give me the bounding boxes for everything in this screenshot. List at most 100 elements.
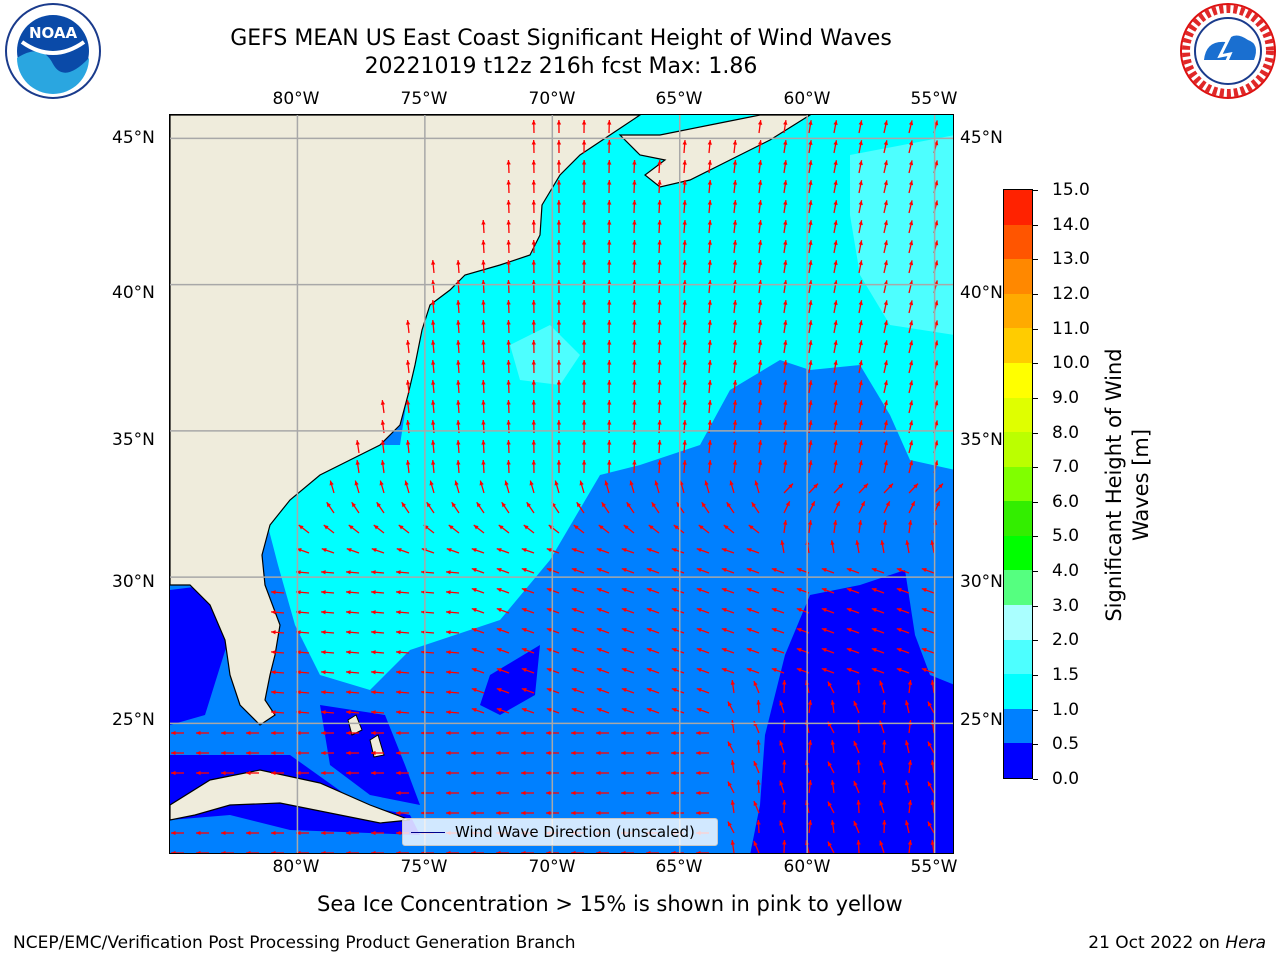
wind-wave-arrowhead	[521, 628, 527, 633]
wind-wave-arrowhead	[646, 790, 651, 796]
wind-wave-arrowhead	[698, 525, 704, 530]
wind-wave-arrowhead	[882, 700, 887, 705]
wind-wave-arrowhead	[732, 220, 738, 225]
wind-wave-arrowhead	[927, 821, 932, 827]
wind-wave-arrowhead	[496, 608, 502, 613]
wind-wave-arrowhead	[531, 280, 536, 285]
wind-wave-arrowhead	[504, 480, 509, 486]
wind-wave-arrowhead	[657, 420, 662, 425]
colorbar-title-line2: Waves [m]	[1129, 428, 1153, 542]
wind-wave-arrowhead	[506, 280, 511, 285]
wind-wave-arrowhead	[696, 770, 701, 776]
wind-wave-arrowhead	[782, 680, 787, 685]
colorbar-tick	[1033, 432, 1038, 434]
wind-wave-arrowhead	[858, 380, 863, 386]
wind-wave-arrowhead	[796, 608, 802, 613]
wind-wave-arrowhead	[607, 140, 612, 145]
wind-wave-arrowhead	[880, 540, 885, 546]
wind-wave-arrowhead	[707, 160, 712, 165]
wind-wave-arrowhead	[471, 730, 476, 736]
wind-wave-arrowhead	[456, 280, 461, 285]
colorbar-tick	[1033, 605, 1038, 607]
colorbar-tick	[1033, 571, 1038, 573]
wind-wave-arrowhead	[346, 548, 352, 553]
wind-wave-arrowhead	[471, 548, 477, 553]
wind-wave-arrowhead	[506, 300, 511, 305]
wind-wave-arrowhead	[596, 648, 602, 653]
wind-wave-arrowhead	[601, 502, 607, 508]
wind-wave-arrowhead	[405, 460, 411, 465]
wind-wave-arrowhead	[531, 260, 536, 265]
wind-wave-arrowhead	[473, 525, 479, 530]
wind-wave-arrowhead	[556, 260, 562, 265]
colorbar-tick-label: 5.0	[1052, 526, 1080, 547]
wind-wave-arrowhead	[757, 460, 763, 465]
colorbar-tick-label: 8.0	[1052, 422, 1080, 443]
wind-wave-arrowhead	[908, 440, 914, 446]
wind-wave-arrowhead	[732, 200, 738, 205]
wind-wave-arrowhead	[321, 570, 326, 575]
wind-wave-arrowhead	[732, 400, 738, 405]
wind-wave-arrowhead	[657, 340, 662, 345]
wind-wave-arrowhead	[521, 608, 527, 613]
colorbar-segment	[1004, 569, 1032, 606]
wind-wave-arrowhead	[858, 120, 863, 126]
wind-wave-arrowhead	[321, 690, 326, 695]
wind-wave-arrowhead	[271, 830, 276, 836]
wind-wave-arrowhead	[827, 761, 832, 767]
wind-wave-arrowhead	[632, 300, 637, 305]
wind-wave-arrowhead	[380, 400, 386, 405]
wind-wave-arrowhead	[753, 681, 758, 687]
wind-wave-arrowhead	[796, 588, 802, 593]
wind-wave-arrowhead	[927, 741, 932, 747]
wind-wave-arrowhead	[396, 590, 401, 595]
wind-wave-arrowhead	[506, 320, 511, 325]
wind-wave-arrowhead	[196, 750, 201, 756]
wind-wave-arrowhead	[696, 608, 702, 613]
wind-wave-arrowhead	[607, 300, 612, 305]
nws-logo	[1178, 2, 1278, 100]
wind-wave-arrowhead	[871, 628, 877, 633]
wind-wave-arrowhead	[858, 440, 863, 446]
wind-wave-arrowhead	[882, 780, 887, 785]
wind-wave-arrowhead	[707, 420, 712, 425]
wind-wave-arrowhead	[471, 750, 476, 756]
wind-wave-arrowhead	[657, 240, 662, 245]
wind-wave-arrowhead	[571, 588, 577, 593]
wind-wave-arrowhead	[808, 260, 813, 265]
wind-wave-arrowhead	[783, 380, 788, 385]
colorbar-tick-label: 10.0	[1052, 353, 1090, 374]
wind-wave-arrowhead	[321, 630, 326, 635]
wind-wave-arrowhead	[596, 548, 602, 553]
wind-wave-arrowhead	[896, 648, 902, 653]
wind-wave-arrowhead	[808, 320, 813, 325]
wind-wave-arrowhead	[883, 460, 888, 466]
wind-wave-arrowhead	[346, 670, 351, 675]
wind-wave-arrowhead	[446, 570, 451, 575]
wind-wave-arrowhead	[701, 502, 707, 508]
wind-wave-arrowhead	[346, 730, 351, 736]
wind-wave-arrowhead	[888, 483, 893, 489]
wind-wave-arrowhead	[521, 688, 527, 693]
wind-wave-arrowhead	[496, 790, 501, 796]
wind-wave-arrowhead	[771, 608, 777, 613]
wind-wave-arrowhead	[496, 588, 502, 593]
wind-wave-arrowhead	[506, 200, 511, 205]
wind-wave-arrowhead	[296, 710, 301, 715]
wind-wave-arrowhead	[757, 260, 763, 265]
wind-wave-arrowhead	[783, 420, 788, 425]
wind-wave-arrowhead	[321, 590, 326, 595]
wind-wave-arrowhead	[730, 840, 735, 845]
chart-subtitle: 20221019 t12z 216h fcst Max: 1.86	[364, 54, 758, 79]
wind-wave-arrowhead	[581, 420, 587, 425]
wind-wave-arrowhead	[621, 750, 626, 756]
wind-wave-arrowhead	[405, 340, 411, 345]
wind-wave-arrowhead	[830, 780, 835, 785]
wind-wave-arrowhead	[853, 821, 858, 827]
wind-wave-arrowhead	[796, 628, 802, 633]
wind-wave-arrowhead	[271, 670, 276, 675]
wind-wave-arrowhead	[707, 400, 712, 405]
wind-wave-arrowhead	[571, 730, 576, 736]
wind-wave-arrowhead	[607, 220, 612, 225]
wind-wave-arrowhead	[351, 502, 357, 508]
